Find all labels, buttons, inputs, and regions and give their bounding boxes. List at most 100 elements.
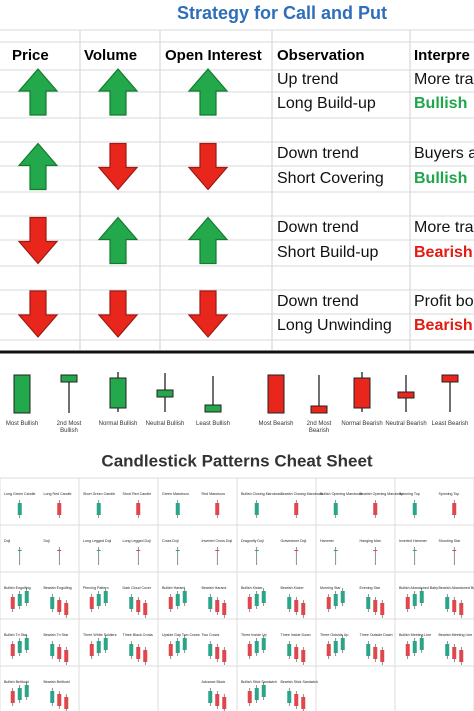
mini-candle: [64, 650, 69, 662]
observation: Long Build-up: [277, 95, 376, 112]
mini-candle: [261, 685, 266, 697]
candle-body: [353, 377, 371, 409]
mini-candle: [380, 603, 385, 615]
candle-label: 2nd Most Bearish: [306, 421, 332, 434]
mini-candle: [17, 594, 22, 606]
mini-candle: [57, 600, 62, 612]
pattern-label: Spinning Top: [399, 492, 420, 496]
pattern-label: Bearish Engulfing: [44, 586, 72, 590]
mini-candle: [89, 644, 94, 656]
mini-candle: [254, 503, 259, 515]
mini-candle: [247, 691, 252, 703]
mini-candle: [287, 691, 292, 703]
candle-body: [441, 374, 459, 383]
mini-candle: [366, 644, 371, 656]
pattern-label: Hammer: [320, 539, 335, 543]
pattern-label: Bullish Stick Sandwich: [241, 680, 277, 684]
arrow-up: [97, 68, 139, 116]
pattern-label: Advance Block: [202, 680, 226, 684]
arrow-down: [17, 216, 59, 265]
pattern-label: Bearish Harami: [202, 586, 227, 590]
observation: Down trend: [277, 293, 359, 310]
mini-candle: [254, 641, 259, 653]
mini-candle: [340, 591, 345, 603]
candle-label: Neutral Bearish: [385, 421, 427, 427]
mini-candle: [143, 650, 148, 662]
mini-candle: [301, 697, 306, 709]
mini-candle: [222, 650, 227, 662]
candle-label: Normal Bearish: [341, 421, 383, 427]
mini-candle: [452, 647, 457, 659]
mini-candle: [89, 597, 94, 609]
mini-candle: [96, 550, 101, 551]
mini-candle: [182, 638, 187, 650]
mini-candle: [373, 503, 378, 515]
mini-candle: [373, 647, 378, 659]
pattern-label: Spinning Top: [439, 492, 460, 496]
mini-candle: [412, 503, 417, 515]
pattern-label: Bullish Belthold: [4, 680, 29, 684]
mini-candle: [10, 644, 15, 656]
mini-candle: [64, 603, 69, 615]
candle-body: [397, 391, 415, 399]
interpretation: Bearish: [414, 317, 473, 334]
mini-candle: [301, 650, 306, 662]
pattern-label: Three Inside Up: [241, 633, 267, 637]
pattern-label: Bearish Opening Marubozu: [360, 492, 404, 496]
arrow-up: [187, 216, 229, 265]
mini-candle: [24, 591, 29, 603]
mini-candle: [96, 594, 101, 606]
mini-candle: [254, 550, 259, 551]
pattern-label: Long Green Candle: [4, 492, 35, 496]
pattern-label: Bearish Closing Marubozu: [281, 492, 323, 496]
mini-candle: [57, 694, 62, 706]
observation: Short Build-up: [277, 244, 378, 261]
pattern-label: Three Inside Down: [281, 633, 311, 637]
mini-candle: [373, 600, 378, 612]
pattern-label: Short Red Candle: [123, 492, 152, 496]
pattern-label: Bearish Stick Sandwich: [281, 680, 319, 684]
mini-candle: [129, 597, 134, 609]
pattern-label: Three Outside Up: [320, 633, 348, 637]
interpretation: Profit bo: [414, 293, 474, 310]
mini-candle: [261, 638, 266, 650]
pattern-label: Hanging Man: [360, 539, 381, 543]
mini-candle: [96, 503, 101, 515]
mini-candle: [136, 550, 141, 551]
interpretation: Bullish: [414, 170, 467, 187]
mini-candle: [333, 503, 338, 515]
mini-candle: [215, 694, 220, 706]
candle-body: [156, 389, 174, 398]
mini-candle: [208, 644, 213, 656]
candle-label: Neutral Bullish: [145, 421, 185, 427]
mini-candle: [222, 697, 227, 709]
mini-candle: [175, 594, 180, 606]
mini-candle: [215, 503, 220, 515]
interpretation: More tra: [414, 71, 474, 88]
mini-candle: [136, 600, 141, 612]
pattern-label: Evening Star: [360, 586, 381, 590]
mini-candle: [294, 503, 299, 515]
mini-candle: [452, 600, 457, 612]
mini-candle: [24, 685, 29, 697]
pattern-label: Bearish Abandoned Baby: [439, 586, 474, 590]
mini-candle: [57, 647, 62, 659]
mini-candle: [412, 641, 417, 653]
candle-label: Most Bullish: [5, 421, 39, 427]
arrow-up: [187, 68, 229, 116]
pattern-label: Long Legged Doji: [83, 539, 111, 543]
mini-candle: [380, 650, 385, 662]
mini-candle: [333, 641, 338, 653]
mini-candle: [10, 597, 15, 609]
pattern-label: Gravestone Doji: [281, 539, 307, 543]
mini-candle: [96, 641, 101, 653]
mini-candle: [10, 691, 15, 703]
candle-label: Normal Bullish: [98, 421, 138, 427]
arrow-up: [97, 216, 139, 265]
pattern-label: Bullish Opening Marubozu: [320, 492, 362, 496]
mini-candle: [215, 550, 220, 551]
title: Strategy for Call and Put: [177, 3, 387, 23]
mini-candle: [366, 597, 371, 609]
mini-candle: [294, 647, 299, 659]
